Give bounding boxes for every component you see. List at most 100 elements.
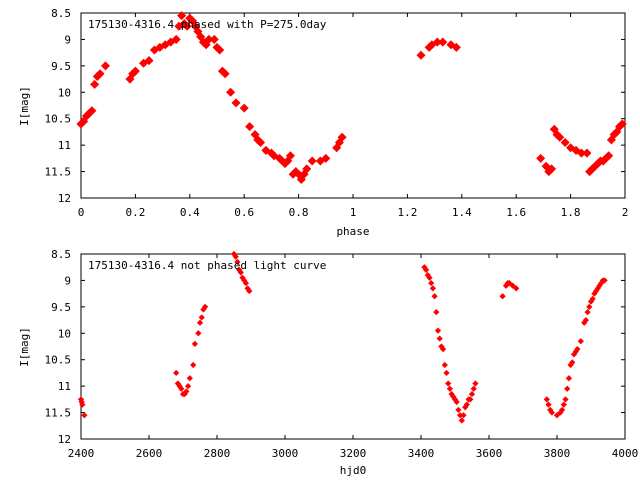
data-point	[470, 385, 477, 392]
x-axis-label: hjd0	[340, 464, 367, 477]
x-tick-label: 2600	[136, 447, 163, 460]
y-tick-label: 12	[58, 192, 71, 205]
y-axis-label: I[mag]	[18, 86, 31, 126]
x-tick-label: 1.6	[506, 206, 526, 219]
data-point	[231, 98, 241, 108]
data-point	[130, 66, 140, 76]
data-point	[458, 417, 465, 424]
y-tick-label: 9.5	[51, 60, 71, 73]
data-point	[560, 401, 567, 408]
x-tick-label: 3000	[272, 447, 299, 460]
y-tick-label: 10.5	[45, 354, 72, 367]
data-point	[564, 385, 571, 392]
data-point	[215, 45, 225, 55]
tick-group: 0 0.2 0.4 0.6 0.8 1 1.2 1.4 1.6 1.8 2 8.5 9 9.5 10 10.5…	[45, 7, 629, 219]
y-tick-label: 8.5	[51, 248, 71, 261]
x-tick-label: 4000	[612, 447, 639, 460]
data-point	[95, 69, 105, 79]
phased-light-curve-panel: 0 0.2 0.4 0.6 0.8 1 1.2 1.4 1.6 1.8 2 8.5 9 9.5 10 10.5…	[18, 7, 628, 238]
data-point	[436, 335, 443, 342]
y-tick-label: 10	[58, 86, 71, 99]
y-tick-label: 10	[58, 327, 71, 340]
x-tick-label: 0.4	[180, 206, 200, 219]
data-point	[463, 401, 471, 408]
x-tick-label: 0	[78, 206, 85, 219]
x-tick-label: 3400	[408, 447, 435, 460]
data-point	[455, 406, 462, 414]
x-tick-label: 3600	[476, 447, 503, 460]
y-tick-label: 8.5	[51, 7, 71, 20]
data-point	[451, 42, 461, 52]
data-point	[574, 346, 581, 353]
data-point	[439, 346, 447, 353]
x-tick-label: 0.6	[234, 206, 254, 219]
data-point	[589, 295, 596, 303]
data-point	[171, 34, 181, 44]
y-tick-label: 12	[58, 433, 71, 446]
data-point	[446, 385, 454, 392]
y-tick-label: 9.5	[51, 301, 71, 314]
data-point	[255, 137, 266, 148]
data-point	[232, 253, 239, 260]
x-axis-label: phase	[336, 225, 369, 238]
data-point	[443, 369, 450, 377]
unphased-light-curve-panel: 2400 2600 2800 3000 3200 3400 3600 3800 4000 8.5 9…	[18, 248, 638, 477]
data-point	[321, 153, 331, 163]
data-point	[431, 293, 438, 300]
data-point	[144, 56, 154, 66]
y-tick-label: 11	[58, 380, 71, 393]
x-tick-label: 2400	[68, 447, 95, 460]
y-tick-label: 10.5	[45, 113, 72, 126]
data-point	[428, 279, 435, 287]
data-point	[456, 412, 464, 419]
data-point	[499, 293, 506, 300]
data-point	[434, 327, 442, 334]
tick-group: 2400 2600 2800 3000 3200 3400 3600 3800 4000 8.5 9…	[45, 248, 639, 460]
y-axis-label: I[mag]	[18, 327, 31, 367]
data-point	[426, 274, 433, 281]
data-point	[576, 148, 587, 158]
data-point	[467, 396, 474, 403]
x-tick-label: 1.8	[561, 206, 581, 219]
chart-title: 175130-4316.4 phased with P=275.0day	[88, 18, 327, 31]
x-tick-label: 0.8	[289, 206, 309, 219]
x-tick-label: 2800	[204, 447, 231, 460]
x-tick-label: 0.2	[125, 206, 145, 219]
data-point	[209, 34, 219, 44]
data-point	[100, 61, 111, 71]
data-point	[184, 383, 192, 390]
data-point	[472, 380, 479, 387]
data-point	[445, 380, 452, 387]
y-tick-label: 11.5	[45, 166, 72, 179]
data-point	[460, 412, 467, 419]
data-point	[422, 266, 430, 273]
x-tick-label: 1	[350, 206, 357, 219]
data-point	[429, 285, 437, 292]
data-point	[239, 103, 249, 113]
x-tick-label: 2	[622, 206, 629, 219]
data-point	[584, 309, 591, 316]
data-point	[468, 390, 476, 398]
data-point	[245, 122, 255, 132]
data-points	[76, 11, 627, 185]
data-point	[558, 406, 566, 414]
data-point	[87, 106, 97, 116]
data-points	[77, 250, 608, 424]
data-point	[90, 79, 100, 89]
data-point	[226, 87, 236, 97]
data-point	[441, 361, 448, 369]
data-point	[201, 303, 209, 310]
y-tick-label: 9	[64, 274, 71, 287]
x-tick-label: 3200	[340, 447, 367, 460]
data-point	[433, 309, 440, 316]
x-tick-label: 1.4	[452, 206, 472, 219]
data-point	[560, 137, 570, 148]
y-tick-label: 11	[58, 139, 71, 152]
data-point	[453, 398, 460, 406]
data-point	[220, 69, 230, 79]
y-tick-label: 9	[64, 33, 71, 46]
data-point	[337, 132, 347, 142]
x-tick-label: 3800	[544, 447, 571, 460]
